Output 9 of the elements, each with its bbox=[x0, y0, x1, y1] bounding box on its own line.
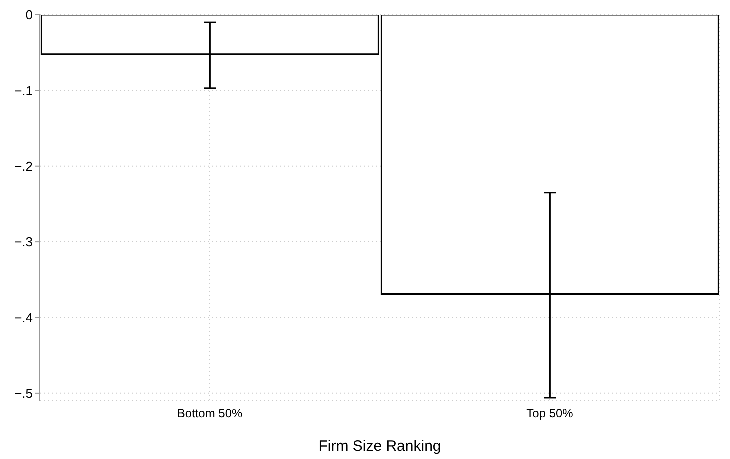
x-tick-label: Bottom 50% bbox=[177, 406, 244, 421]
y-tick-label: −.3 bbox=[14, 234, 33, 250]
x-axis-title: Firm Size Ranking bbox=[318, 438, 442, 455]
y-tick-label: −.4 bbox=[14, 310, 33, 326]
x-tick-label: Top 50% bbox=[526, 406, 574, 421]
y-tick-label: −.1 bbox=[14, 83, 33, 98]
y-tick-label: −.2 bbox=[14, 158, 33, 174]
y-tick-label: −.5 bbox=[14, 386, 33, 402]
y-tick-label: 0 bbox=[26, 8, 33, 23]
